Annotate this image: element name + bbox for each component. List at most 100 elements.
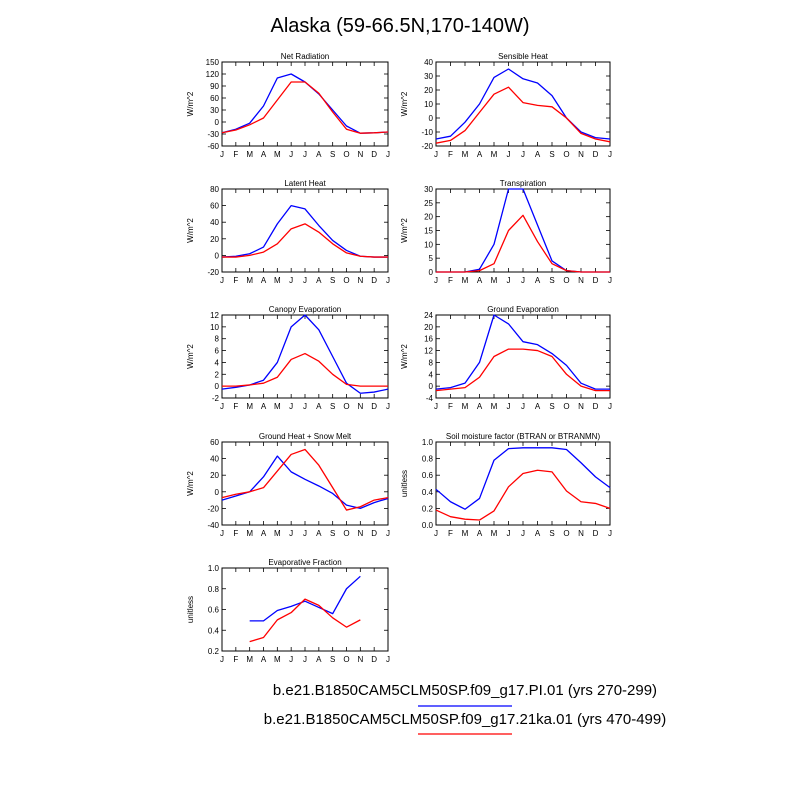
x-tick-label: J (220, 150, 224, 159)
y-tick-label: 0 (215, 382, 220, 391)
panel-title: Net Radiation (281, 52, 329, 61)
y-tick-label: 20 (424, 323, 433, 332)
x-tick-label: J (303, 150, 307, 159)
series-line-21ka (435, 469, 611, 521)
x-tick-label: O (563, 276, 569, 285)
x-tick-label: A (477, 150, 483, 159)
x-tick-label: A (261, 150, 267, 159)
y-tick-label: 5 (429, 254, 434, 263)
y-axis-label: unitless (186, 596, 195, 623)
y-tick-label: 0.2 (422, 504, 434, 513)
series-line-21ka (221, 448, 389, 511)
y-tick-label: -30 (207, 130, 219, 139)
x-tick-label: F (233, 150, 238, 159)
series-line-21ka (435, 348, 610, 392)
x-tick-label: A (316, 655, 322, 664)
x-tick-label: J (386, 402, 390, 411)
x-tick-label: J (386, 655, 390, 664)
y-tick-label: 20 (210, 235, 219, 244)
x-tick-label: N (357, 276, 363, 285)
series-line-21ka (436, 214, 610, 273)
y-tick-label: 40 (210, 218, 219, 227)
x-tick-label: A (477, 402, 483, 411)
y-tick-label: 80 (210, 185, 219, 194)
x-tick-label: A (261, 276, 267, 285)
x-tick-label: J (220, 402, 224, 411)
series-line-pi (435, 314, 610, 390)
y-tick-label: 10 (424, 240, 433, 249)
x-tick-label: A (477, 276, 483, 285)
x-tick-label: S (330, 529, 335, 538)
x-tick-label: J (507, 529, 511, 538)
x-tick-label: J (507, 150, 511, 159)
x-tick-label: J (521, 276, 525, 285)
y-tick-label: 0 (429, 268, 434, 277)
panel-frame (221, 188, 389, 273)
x-tick-label: J (303, 529, 307, 538)
y-tick-label: -60 (207, 142, 219, 151)
y-tick-label: -4 (426, 394, 434, 403)
y-tick-label: 30 (424, 185, 433, 194)
x-tick-label: M (246, 655, 253, 664)
y-tick-label: 12 (424, 347, 433, 356)
y-tick-label: 0.4 (208, 626, 220, 635)
y-axis-label: W/m^2 (400, 91, 409, 116)
y-tick-label: 6 (215, 347, 220, 356)
y-tick-label: 30 (210, 106, 219, 115)
y-axis-label: W/m^2 (186, 91, 195, 116)
x-tick-label: N (578, 402, 584, 411)
series-line-pi (436, 188, 610, 273)
x-tick-label: J (434, 150, 438, 159)
x-tick-label: D (593, 150, 599, 159)
panel-title: Sensible Heat (498, 52, 549, 61)
x-tick-label: N (578, 150, 584, 159)
series-line-pi (221, 455, 389, 510)
y-axis-label: W/m^2 (186, 471, 195, 496)
x-tick-label: D (593, 276, 599, 285)
y-axis-label: W/m^2 (400, 218, 409, 243)
series-line-21ka (222, 223, 388, 258)
x-tick-label: S (549, 529, 554, 538)
x-tick-label: J (303, 276, 307, 285)
panel-frame (435, 441, 611, 526)
y-tick-label: 15 (424, 227, 433, 236)
x-tick-label: M (274, 276, 281, 285)
series-line-pi (221, 73, 389, 134)
y-tick-label: 0.6 (208, 606, 220, 615)
y-tick-label: 0.2 (208, 647, 220, 656)
series-line-pi (249, 575, 361, 622)
x-tick-label: M (246, 276, 253, 285)
x-tick-label: J (608, 276, 612, 285)
y-tick-label: 0.8 (422, 455, 434, 464)
y-axis-label: W/m^2 (186, 218, 195, 243)
x-tick-label: O (343, 402, 349, 411)
series-line-21ka (222, 352, 388, 387)
x-tick-label: F (233, 529, 238, 538)
y-tick-label: 150 (206, 58, 220, 67)
y-axis-label: unitless (400, 470, 409, 497)
y-tick-label: 25 (424, 199, 433, 208)
x-tick-label: D (371, 402, 377, 411)
x-tick-label: M (246, 529, 253, 538)
x-tick-label: J (289, 150, 293, 159)
x-tick-label: N (578, 529, 584, 538)
y-tick-label: 8 (429, 358, 434, 367)
y-tick-label: 8 (215, 335, 220, 344)
y-tick-label: 30 (424, 72, 433, 81)
x-tick-label: A (261, 529, 267, 538)
y-tick-label: 40 (210, 455, 219, 464)
y-tick-label: 20 (210, 471, 219, 480)
x-tick-label: N (357, 150, 363, 159)
panel-title: Soil moisture factor (BTRAN or BTRANMN) (446, 432, 601, 441)
x-tick-label: S (549, 402, 554, 411)
y-tick-label: 12 (210, 311, 219, 320)
series-line-pi (221, 204, 388, 258)
panel-title: Evaporative Fraction (268, 558, 341, 567)
panel-frame (221, 567, 389, 652)
panel-title: Canopy Evaporation (269, 305, 342, 314)
